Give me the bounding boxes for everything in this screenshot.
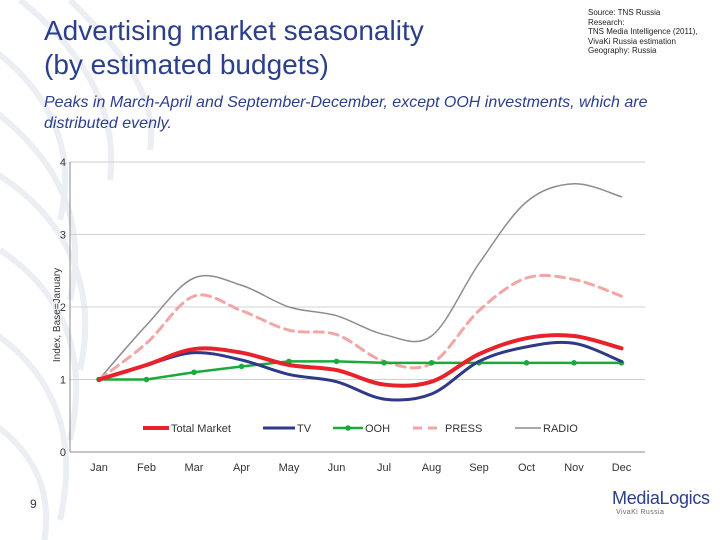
data-point-ooh: [381, 360, 387, 366]
series-line-tv: [97, 340, 623, 402]
background-swirl-decoration: [0, 0, 155, 540]
series-line-total-market: [97, 333, 624, 388]
x-tick-label: Oct: [518, 462, 535, 474]
logo-sub-text: VivaKi Russia: [616, 509, 665, 516]
x-tick-label: Mar: [185, 462, 204, 474]
data-point-ooh: [143, 376, 150, 383]
data-point-ooh: [523, 360, 530, 366]
y-tick-label: 2: [60, 302, 66, 314]
series-line-ooh: [97, 360, 623, 381]
data-point-ooh: [238, 363, 245, 370]
legend-marker-ooh: [345, 425, 351, 431]
y-tick-label: 1: [60, 375, 66, 387]
medialogics-logo: MediaLogics VivaKi Russia: [612, 488, 712, 516]
x-tick-label: Aug: [422, 462, 442, 474]
legend-label-tv: TV: [297, 423, 312, 435]
x-tick-label: Feb: [137, 462, 156, 474]
source-line: VivaKi Russia estimation: [588, 36, 676, 46]
x-tick-label: Apr: [233, 462, 250, 474]
y-axis-title: Index, Base=January: [52, 268, 63, 362]
series-line-press: [97, 273, 623, 381]
legend-label-radio: RADIO: [543, 423, 578, 435]
page-number: 9: [30, 497, 37, 511]
x-tick-label: Dec: [612, 462, 632, 474]
page-subtitle: Peaks in March-April and September-Decem…: [44, 94, 648, 132]
x-tick-label: Jul: [377, 462, 391, 474]
title-line-2: (by estimated budgets): [44, 49, 329, 80]
legend-label-total-market: Total Market: [171, 423, 231, 435]
y-tick-label: 3: [60, 230, 66, 242]
data-point-ooh: [333, 358, 340, 365]
source-note: Source: TNS Russia Research: TNS Media I…: [588, 8, 718, 56]
title-line-1: Advertising market seasonality: [44, 15, 424, 46]
data-point-ooh: [428, 360, 435, 366]
x-tick-label: Sep: [469, 462, 489, 474]
x-tick-label: Jan: [90, 462, 108, 474]
source-line: Research:: [588, 17, 625, 27]
legend-label-ooh: OOH: [365, 423, 390, 435]
data-point-ooh: [571, 360, 577, 366]
source-line: TNS Media Intelligence (2011),: [588, 27, 698, 36]
y-tick-label: 0: [60, 447, 66, 459]
source-line: Source: TNS Russia: [588, 8, 661, 17]
logo-main-text: MediaLogics: [612, 488, 710, 508]
data-point-ooh: [191, 369, 197, 376]
legend-label-press: PRESS: [445, 423, 482, 435]
source-line: Geography: Russia: [588, 46, 657, 55]
x-tick-label: Jun: [328, 462, 346, 474]
x-tick-label: Nov: [564, 462, 584, 474]
y-tick-label: 4: [60, 157, 66, 169]
page-title: Advertising market seasonality (by estim…: [44, 14, 424, 82]
series-line-radio: [98, 182, 623, 381]
x-tick-label: May: [279, 462, 300, 474]
